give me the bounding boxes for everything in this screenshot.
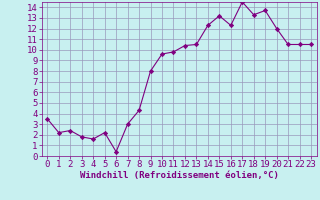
X-axis label: Windchill (Refroidissement éolien,°C): Windchill (Refroidissement éolien,°C) [80, 171, 279, 180]
